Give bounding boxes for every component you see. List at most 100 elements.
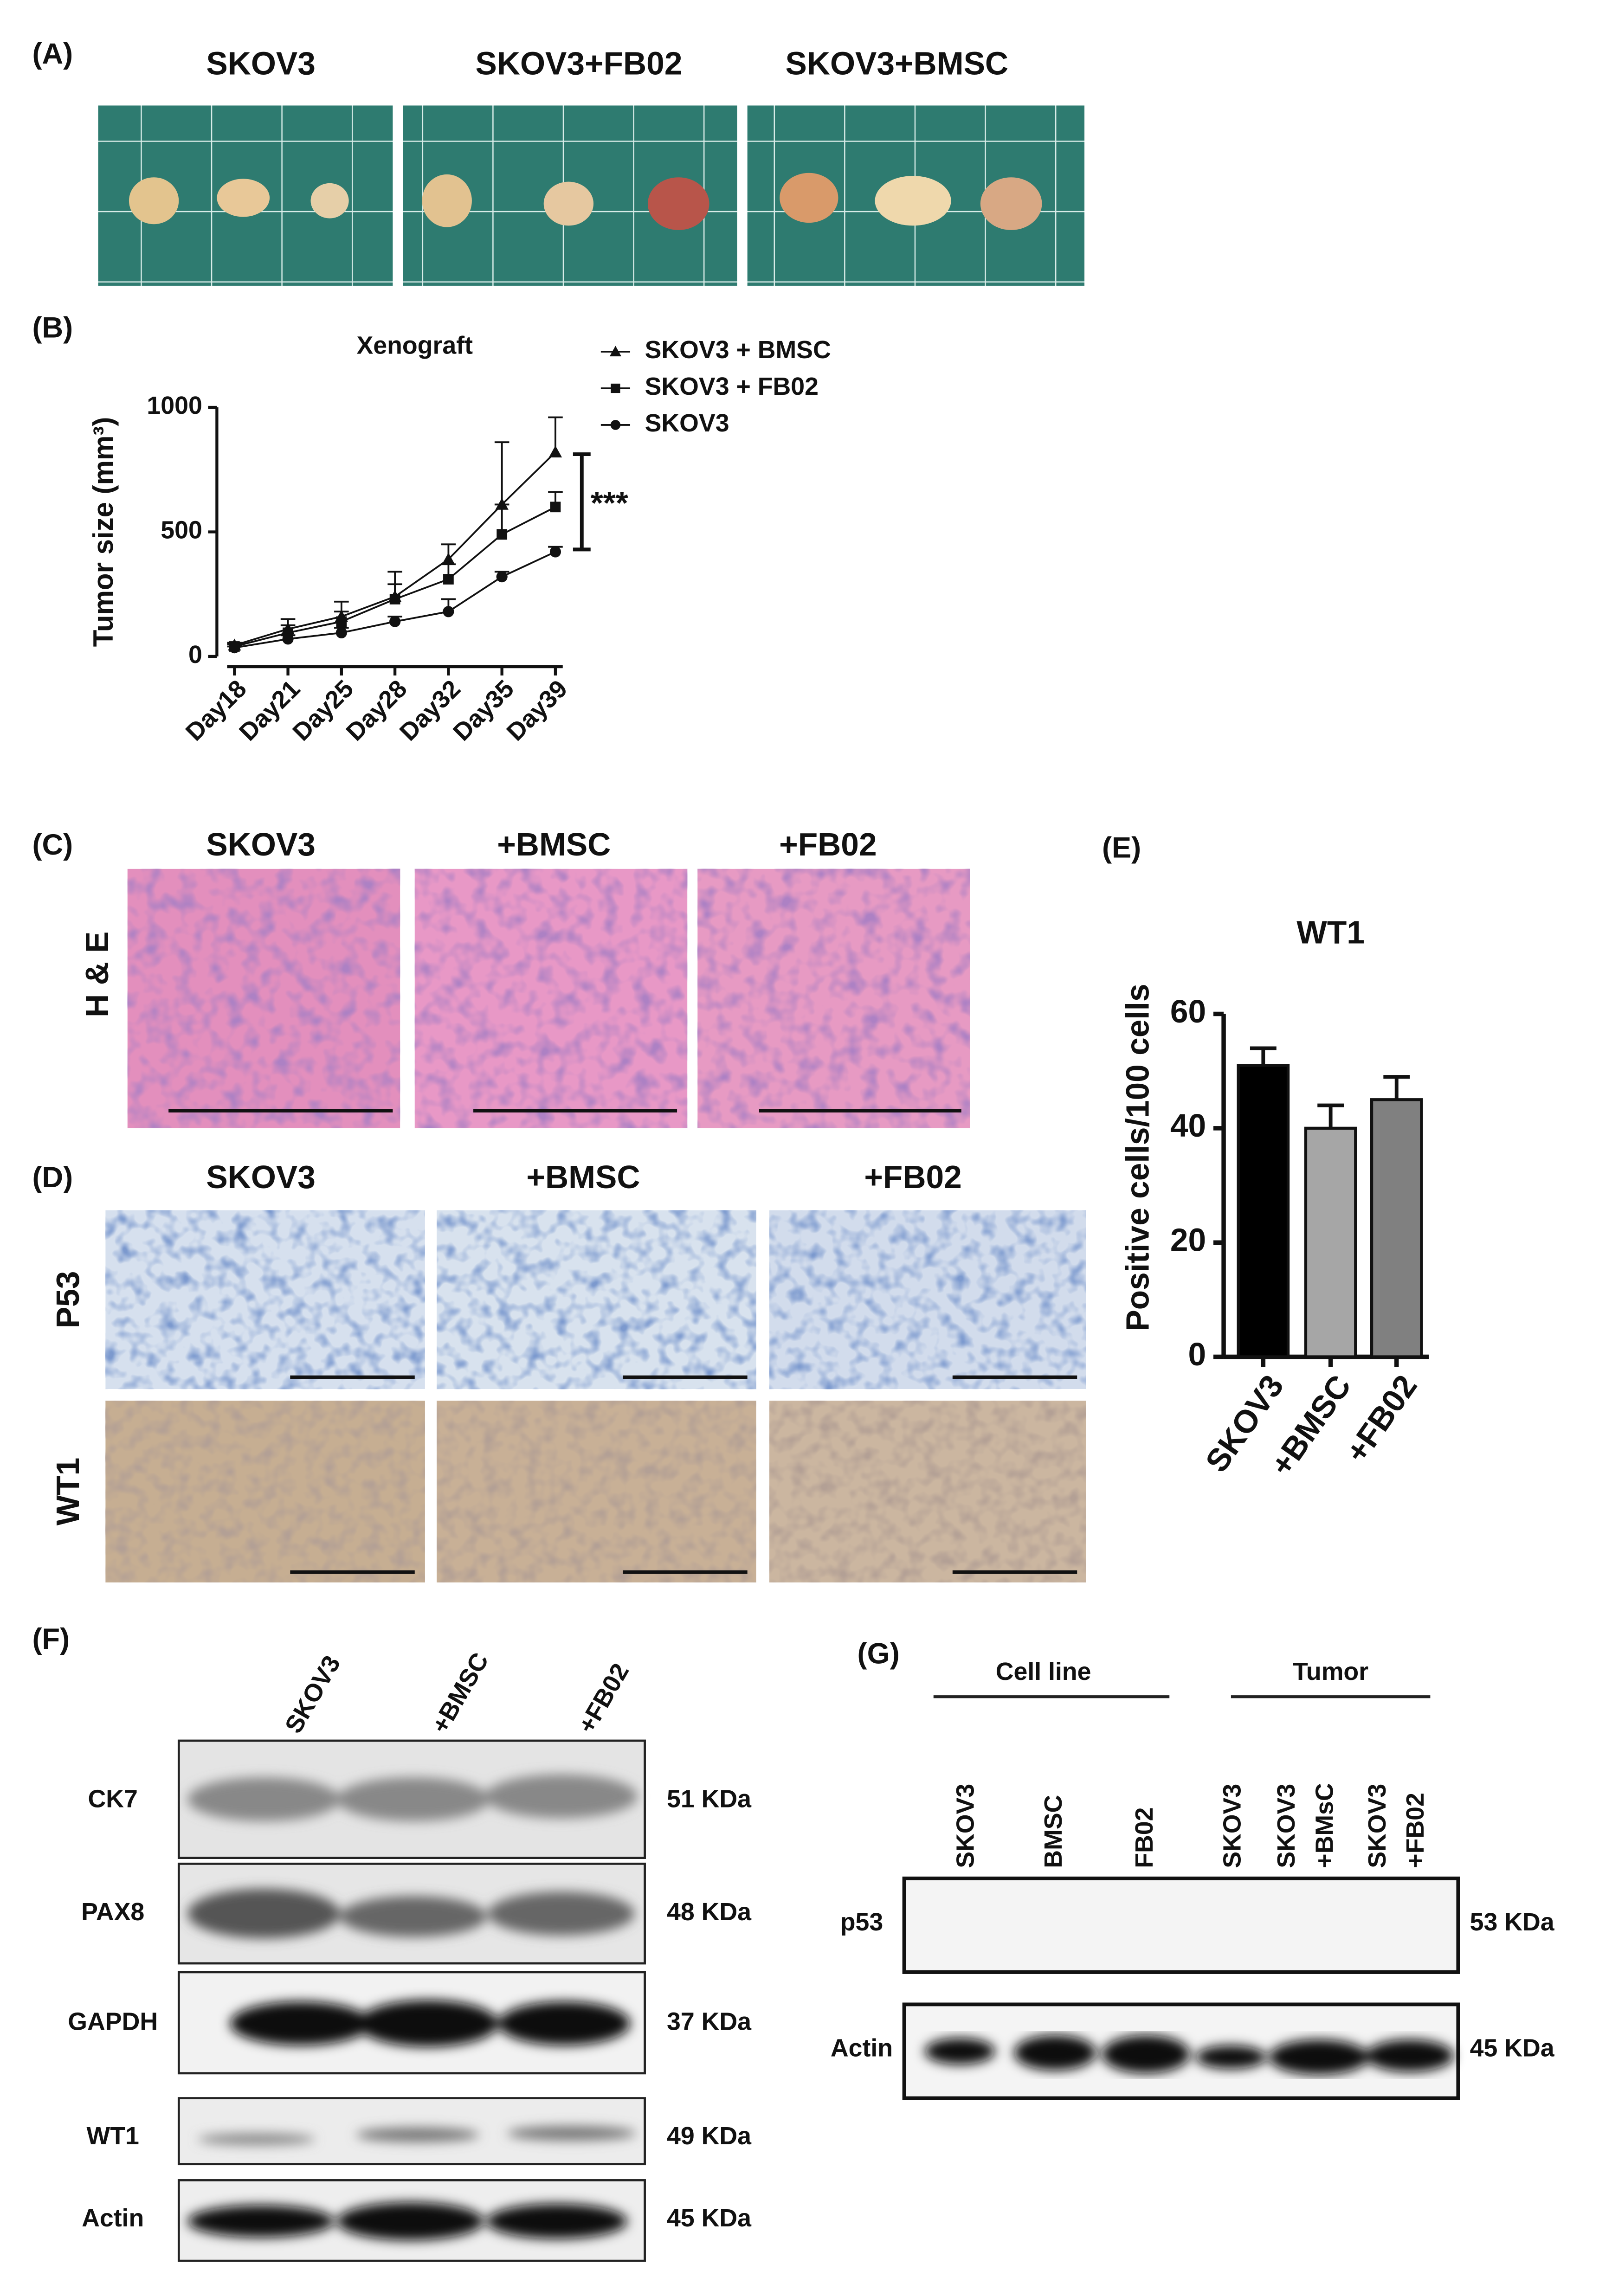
legend-label: SKOV3 + FB02 (645, 373, 819, 400)
blot-size: 51 KDa (667, 1785, 752, 1813)
panel-label: (G) (858, 1637, 900, 1670)
marker (442, 553, 455, 565)
column-header: SKOV3+FB02 (476, 45, 683, 82)
group-label: Tumor (1293, 1658, 1368, 1685)
column-header: SKOV3+BMSC (785, 45, 1008, 82)
column-header: SKOV3 (206, 1159, 316, 1195)
error-bar (1383, 1075, 1410, 1100)
lane-label: FB02 (1130, 1807, 1158, 1868)
western-blot-f (177, 1739, 646, 2262)
x-tick-label: Day21 (234, 675, 305, 746)
y-tick-label: 40 (1170, 1107, 1206, 1144)
error-bar (1317, 1103, 1344, 1128)
marker (282, 633, 294, 645)
column-header: +FB02 (779, 826, 877, 862)
marker (336, 616, 347, 627)
lane-label: SKOV3 (1363, 1784, 1391, 1868)
column-header: SKOV3 (206, 45, 316, 82)
x-tick-label: +FB02 (1338, 1368, 1424, 1469)
panel-label: (C) (32, 829, 73, 861)
marker (549, 546, 561, 558)
legend-label: SKOV3 (645, 409, 729, 437)
western-blot-g (902, 1695, 1460, 2100)
lane-label: SKOV3 (952, 1784, 980, 1868)
x-tick-label: Day39 (501, 675, 573, 746)
lane-label: +BMSC (426, 1648, 494, 1738)
marker (389, 616, 401, 627)
blot-size: 45 KDa (667, 2204, 752, 2232)
legend-marker (610, 420, 621, 430)
legend-marker (611, 383, 620, 393)
row-label: WT1 (50, 1458, 86, 1526)
marker (443, 574, 454, 585)
group-label: Cell line (996, 1658, 1091, 1685)
ihc-images (105, 1210, 1086, 1582)
panel-label: (F) (32, 1623, 70, 1655)
blot-size: 49 KDa (667, 2122, 752, 2150)
y-axis-label: Positive cells/100 cells (1119, 984, 1155, 1331)
blot-label: p53 (840, 1908, 883, 1936)
x-tick-label: Day35 (448, 675, 519, 746)
column-header: SKOV3 (206, 826, 316, 862)
lane-label: SKOV3 (279, 1651, 346, 1738)
legend-marker (609, 346, 622, 357)
chart-title: Xenograft (357, 332, 473, 360)
blot-size: 45 KDa (1470, 2034, 1555, 2062)
marker (496, 529, 508, 540)
panel-label: (A) (32, 38, 73, 70)
y-axis-label: Tumor size (mm³) (88, 417, 119, 647)
x-tick-label: Day18 (181, 675, 252, 746)
row-label: P53 (50, 1271, 86, 1329)
x-tick-label: Day25 (287, 675, 359, 746)
blot-size: 48 KDa (667, 1898, 752, 1926)
column-header: +BMSC (526, 1159, 640, 1195)
x-tick-label: Day32 (394, 675, 466, 746)
y-tick-label: 0 (188, 641, 202, 669)
chart-title: WT1 (1296, 914, 1365, 950)
lane-label: +FB02 (1401, 1793, 1429, 1868)
marker (443, 606, 454, 617)
blot-label: GAPDH (68, 2008, 158, 2036)
bar (1304, 1126, 1357, 1358)
marker (335, 627, 347, 639)
panel-label: (B) (32, 311, 73, 344)
y-tick-label: 60 (1170, 993, 1206, 1029)
marker (496, 571, 508, 583)
marker (550, 502, 561, 513)
error-bar (1250, 1046, 1277, 1066)
lane-label: +FB02 (573, 1659, 634, 1738)
panel-label: (E) (1102, 831, 1141, 864)
y-tick-label: 20 (1170, 1222, 1206, 1258)
legend-label: SKOV3 + BMSC (645, 336, 831, 364)
x-tick-label: Day28 (341, 675, 412, 746)
annotation: *** (591, 485, 628, 521)
column-header: +BMSC (497, 826, 611, 862)
marker (389, 594, 400, 605)
panel-label: (D) (32, 1161, 73, 1194)
lane-label: SKOV3 (1218, 1784, 1246, 1868)
blot-label: Actin (831, 2034, 893, 2062)
marker (229, 642, 240, 654)
blot-label: Actin (82, 2204, 144, 2232)
error-bar (494, 441, 509, 505)
significance-bracket (573, 452, 591, 552)
lane-label: SKOV3 (1272, 1784, 1300, 1868)
row-label: H & E (79, 932, 115, 1017)
bar (1370, 1098, 1423, 1358)
y-tick-label: 0 (1188, 1336, 1206, 1372)
marker (548, 445, 562, 458)
lane-label: BMSC (1039, 1795, 1067, 1868)
blot-label: PAX8 (81, 1898, 144, 1926)
blot-label: WT1 (87, 2122, 139, 2150)
he-images (127, 868, 970, 1128)
blot-size: 37 KDa (667, 2008, 752, 2036)
column-header: +FB02 (864, 1159, 961, 1195)
y-tick-label: 500 (161, 516, 202, 544)
lane-label: +BMsC (1310, 1783, 1338, 1868)
blot-size: 53 KDa (1470, 1908, 1555, 1936)
tumor-photos (98, 105, 1085, 286)
blot-label: CK7 (88, 1785, 137, 1813)
